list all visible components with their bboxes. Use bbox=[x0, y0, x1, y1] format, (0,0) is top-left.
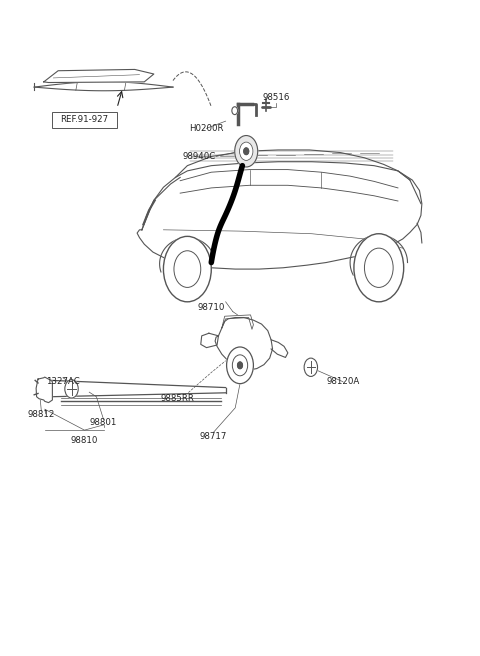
Text: 98120A: 98120A bbox=[326, 377, 360, 386]
Polygon shape bbox=[34, 81, 173, 91]
Polygon shape bbox=[201, 333, 218, 348]
Polygon shape bbox=[215, 318, 273, 370]
Circle shape bbox=[232, 107, 238, 115]
Circle shape bbox=[244, 148, 249, 155]
Polygon shape bbox=[44, 70, 154, 83]
Text: 9885RR: 9885RR bbox=[161, 394, 195, 403]
Circle shape bbox=[240, 142, 253, 161]
Text: 98717: 98717 bbox=[200, 432, 228, 441]
Text: 98710: 98710 bbox=[198, 303, 225, 312]
Text: 98812: 98812 bbox=[28, 410, 55, 419]
Circle shape bbox=[354, 234, 404, 302]
Circle shape bbox=[364, 248, 393, 287]
Polygon shape bbox=[51, 380, 226, 397]
Text: REF.91-927: REF.91-927 bbox=[60, 115, 108, 125]
Text: 98801: 98801 bbox=[90, 419, 117, 428]
Polygon shape bbox=[271, 340, 288, 358]
Circle shape bbox=[238, 362, 242, 369]
Text: H0200R: H0200R bbox=[189, 124, 224, 133]
Circle shape bbox=[235, 136, 258, 167]
Circle shape bbox=[227, 347, 253, 384]
Circle shape bbox=[163, 236, 211, 302]
Circle shape bbox=[174, 251, 201, 287]
Text: 98810: 98810 bbox=[71, 436, 98, 445]
Circle shape bbox=[65, 380, 78, 398]
Polygon shape bbox=[36, 377, 52, 403]
Text: 98940C: 98940C bbox=[183, 152, 216, 161]
Polygon shape bbox=[137, 162, 422, 269]
Text: 98516: 98516 bbox=[262, 93, 289, 102]
Circle shape bbox=[304, 358, 318, 377]
Text: 1327AC: 1327AC bbox=[46, 377, 80, 386]
Circle shape bbox=[232, 355, 248, 376]
Polygon shape bbox=[222, 315, 253, 329]
